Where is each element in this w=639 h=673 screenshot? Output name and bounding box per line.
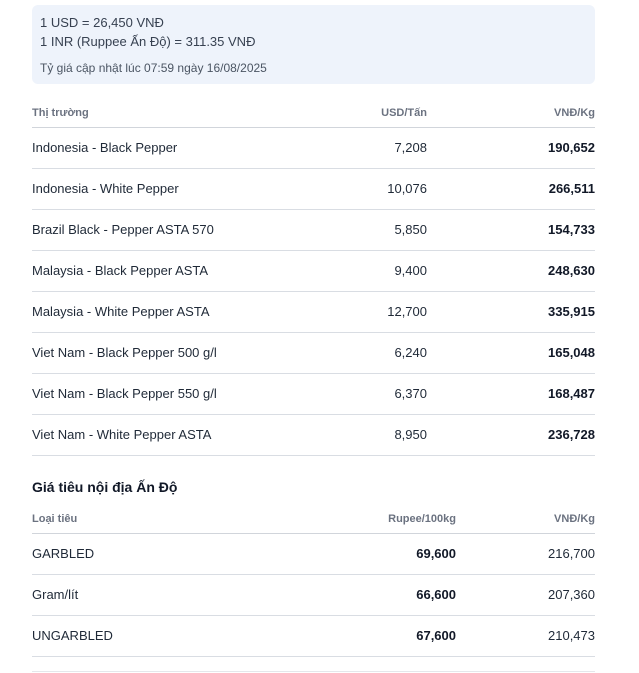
pepper-type: UNGARBLED — [32, 615, 372, 657]
inr-rate: 1 INR (Ruppee Ấn Độ) = 311.35 VNĐ — [40, 34, 256, 49]
market-name: Viet Nam - Black Pepper 550 g/l — [32, 373, 372, 415]
vnd-per-kg-value: 190,652 — [427, 127, 595, 169]
header-pepper-type: Loại tiêu — [32, 506, 372, 534]
pepper-type: Gram/lít — [32, 574, 372, 616]
vnd-per-kg-value: 236,728 — [427, 414, 595, 456]
market-name: Viet Nam - White Pepper ASTA — [32, 414, 372, 456]
vnd-per-kg-value: 168,487 — [427, 373, 595, 415]
usd-per-ton-value: 7,208 — [372, 127, 427, 169]
usd-per-ton-value: 5,850 — [372, 209, 427, 251]
vnd-per-kg-value: 248,630 — [427, 250, 595, 292]
usd-rate: 1 USD = 26,450 VNĐ — [40, 15, 164, 30]
usd-per-ton-value: 10,076 — [372, 168, 427, 210]
pepper-type: GARBLED — [32, 533, 372, 575]
market-name: Indonesia - White Pepper — [32, 168, 372, 210]
india-pepper-price-table: Loại tiêu Rupee/100kg VNĐ/Kg GARBLED 69,6… — [32, 506, 595, 657]
divider — [32, 671, 595, 672]
table-header-row: Loại tiêu Rupee/100kg VNĐ/Kg — [32, 506, 595, 534]
usd-per-ton-value: 6,240 — [372, 332, 427, 374]
vnd-per-kg-value: 335,915 — [427, 291, 595, 333]
table-row: Malaysia - White Pepper ASTA 12,700 335,91… — [32, 291, 595, 333]
table-row: Viet Nam - White Pepper ASTA 8,950 236,728 — [32, 414, 595, 456]
vnd-per-kg-value: 210,473 — [456, 615, 595, 657]
market-name: Brazil Black - Pepper ASTA 570 — [32, 209, 372, 251]
header-rupee-per-100kg: Rupee/100kg — [372, 506, 456, 534]
table-row: UNGARBLED 67,600 210,473 — [32, 615, 595, 657]
market-name: Malaysia - White Pepper ASTA — [32, 291, 372, 333]
table-row: Viet Nam - Black Pepper 500 g/l 6,240 165,… — [32, 332, 595, 374]
vnd-per-kg-value: 216,700 — [456, 533, 595, 575]
usd-per-ton-value: 12,700 — [372, 291, 427, 333]
market-name: Viet Nam - Black Pepper 500 g/l — [32, 332, 372, 374]
india-section-title: Giá tiêu nội địa Ấn Độ — [32, 479, 178, 495]
table-row: GARBLED 69,600 216,700 — [32, 533, 595, 575]
world-pepper-price-table: Thị trường USD/Tấn VNĐ/Kg Indonesia - Bl… — [32, 100, 595, 456]
rupee-per-100kg-value: 66,600 — [372, 574, 456, 616]
exchange-rate-box: 1 USD = 26,450 VNĐ 1 INR (Ruppee Ấn Độ) … — [32, 5, 595, 84]
vnd-per-kg-value: 154,733 — [427, 209, 595, 251]
header-vnd-per-kg: VNĐ/Kg — [456, 506, 595, 534]
market-name: Indonesia - Black Pepper — [32, 127, 372, 169]
table-row: Brazil Black - Pepper ASTA 570 5,850 154,7… — [32, 209, 595, 251]
rupee-per-100kg-value: 69,600 — [372, 533, 456, 575]
vnd-per-kg-value: 165,048 — [427, 332, 595, 374]
header-market: Thị trường — [32, 100, 372, 128]
vnd-per-kg-value: 207,360 — [456, 574, 595, 616]
header-usd-per-ton: USD/Tấn — [372, 100, 427, 128]
usd-per-ton-value: 8,950 — [372, 414, 427, 456]
table-header-row: Thị trường USD/Tấn VNĐ/Kg — [32, 100, 595, 128]
vnd-per-kg-value: 266,511 — [427, 168, 595, 210]
table-row: Viet Nam - Black Pepper 550 g/l 6,370 168,… — [32, 373, 595, 415]
table-row: Indonesia - Black Pepper 7,208 190,652 — [32, 127, 595, 169]
table-row: Malaysia - Black Pepper ASTA 9,400 248,630 — [32, 250, 595, 292]
usd-per-ton-value: 6,370 — [372, 373, 427, 415]
table-row: Indonesia - White Pepper 10,076 266,511 — [32, 168, 595, 210]
rupee-per-100kg-value: 67,600 — [372, 615, 456, 657]
table-row: Gram/lít 66,600 207,360 — [32, 574, 595, 616]
usd-per-ton-value: 9,400 — [372, 250, 427, 292]
market-name: Malaysia - Black Pepper ASTA — [32, 250, 372, 292]
header-vnd-per-kg: VNĐ/Kg — [427, 100, 595, 128]
rate-updated-time: Tỷ giá cập nhật lúc 07:59 ngày 16/08/202… — [40, 61, 267, 75]
